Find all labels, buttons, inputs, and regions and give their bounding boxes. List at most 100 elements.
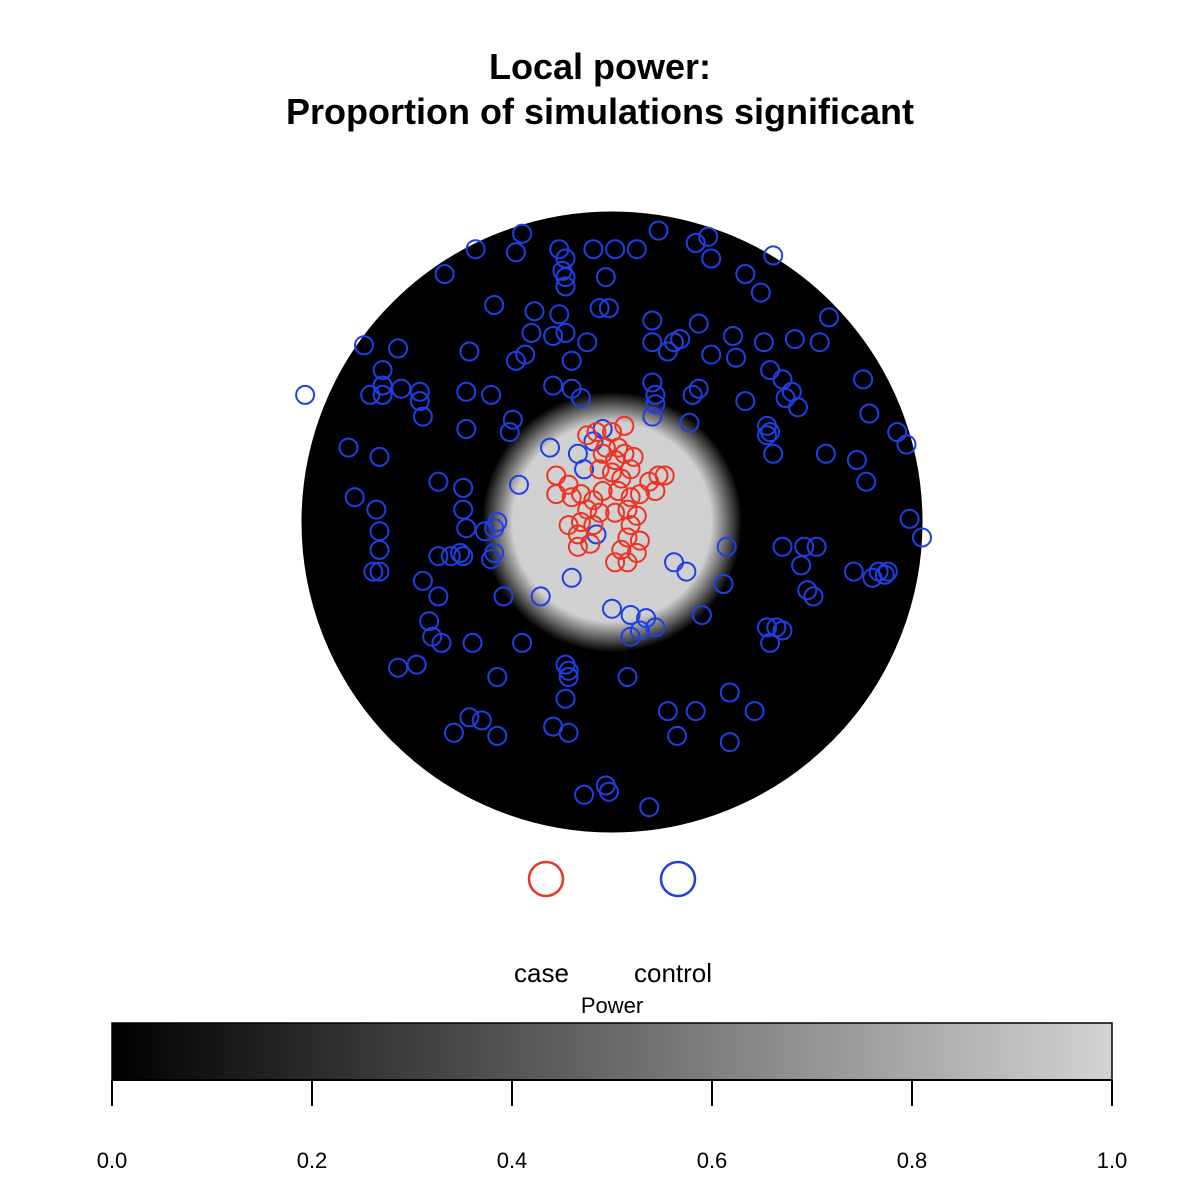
- control-point: [819, 307, 839, 328]
- control-point: [369, 539, 390, 560]
- control-point: [763, 245, 784, 266]
- legend-symbol-control: [659, 860, 697, 898]
- control-point: [784, 329, 805, 350]
- control-point: [642, 372, 663, 393]
- control-point: [843, 561, 864, 582]
- points-layer: [295, 220, 932, 818]
- control-point: [735, 391, 756, 412]
- case-point: [586, 422, 607, 443]
- control-point: [440, 546, 461, 567]
- control-point: [856, 471, 877, 492]
- control-point: [617, 667, 638, 687]
- control-point: [862, 567, 883, 588]
- control-point: [487, 667, 508, 687]
- control-point: [524, 301, 545, 322]
- chart-title-line-2: Proportion of simulations significant: [285, 91, 914, 132]
- case-point: [617, 527, 638, 548]
- control-point: [555, 267, 576, 288]
- control-point: [620, 626, 641, 647]
- control-point: [487, 725, 508, 746]
- control-point: [645, 617, 666, 638]
- control-point: [540, 437, 560, 458]
- control-point: [791, 555, 812, 576]
- case-point: [589, 502, 610, 523]
- control-point: [571, 388, 591, 408]
- control-point: [642, 332, 663, 353]
- control-point: [682, 384, 703, 405]
- control-point: [372, 360, 393, 381]
- control-point: [456, 518, 477, 539]
- control-point: [521, 322, 542, 343]
- control-point: [648, 220, 669, 241]
- control-point: [809, 332, 830, 353]
- control-point: [744, 701, 765, 722]
- case-point: [611, 539, 632, 560]
- control-point: [543, 375, 564, 396]
- control-point: [369, 561, 390, 582]
- control-point: [726, 347, 746, 368]
- control-point: [354, 335, 374, 356]
- control-point: [602, 598, 622, 619]
- control-point: [360, 384, 381, 405]
- chart-title-line-1: Local power:: [488, 46, 712, 87]
- control-point: [512, 223, 533, 244]
- control-point: [450, 543, 471, 563]
- case-point: [654, 465, 675, 486]
- case-point: [583, 515, 604, 536]
- colorbar-rect: [111, 1022, 1113, 1081]
- legend: [527, 860, 697, 898]
- control-point: [753, 332, 774, 353]
- control-point: [701, 344, 722, 365]
- colorbar-tick-label: 0.6: [696, 1148, 728, 1173]
- control-point: [443, 722, 464, 743]
- control-point: [667, 725, 688, 746]
- control-point: [561, 350, 582, 371]
- control-point: [453, 546, 474, 567]
- control-point: [577, 332, 598, 353]
- control-point: [459, 707, 480, 728]
- control-point: [459, 341, 480, 362]
- case-point: [620, 515, 641, 536]
- control-point: [558, 660, 579, 681]
- control-point: [645, 394, 666, 415]
- control-point: [295, 384, 316, 405]
- control-point: [639, 797, 660, 818]
- control-point: [484, 295, 505, 315]
- control-point: [605, 239, 626, 260]
- control-point: [530, 586, 551, 607]
- control-point: [859, 403, 880, 424]
- control-point: [543, 326, 564, 346]
- case-point: [645, 481, 666, 501]
- control-point: [772, 620, 793, 641]
- control-point: [657, 701, 678, 722]
- control-point: [391, 378, 412, 399]
- control-point: [549, 304, 570, 325]
- control-point: [431, 632, 452, 653]
- colorbar-title: Power: [580, 993, 644, 1018]
- control-point: [806, 536, 827, 557]
- control-point: [471, 710, 492, 731]
- control-point: [481, 384, 502, 405]
- control-point: [657, 341, 678, 362]
- control-point: [598, 781, 619, 802]
- control-point: [453, 477, 474, 498]
- control-point: [412, 406, 433, 427]
- legend-symbol-case: [527, 860, 565, 898]
- case-point: [605, 502, 626, 523]
- control-point: [462, 632, 483, 653]
- colorbar-tick-label: 0.0: [96, 1148, 128, 1173]
- colorbar-tick-label: 0.4: [496, 1148, 528, 1173]
- control-point: [750, 282, 771, 303]
- case-point: [605, 552, 626, 573]
- case-point: [580, 533, 601, 554]
- control-point: [406, 654, 427, 675]
- control-point: [372, 384, 393, 405]
- control-point: [642, 310, 663, 331]
- control-point: [722, 326, 743, 346]
- control-point: [797, 580, 818, 601]
- control-point: [505, 242, 526, 263]
- case-point: [577, 425, 598, 446]
- control-point: [428, 546, 449, 567]
- control-point: [719, 682, 740, 703]
- control-point: [716, 536, 737, 557]
